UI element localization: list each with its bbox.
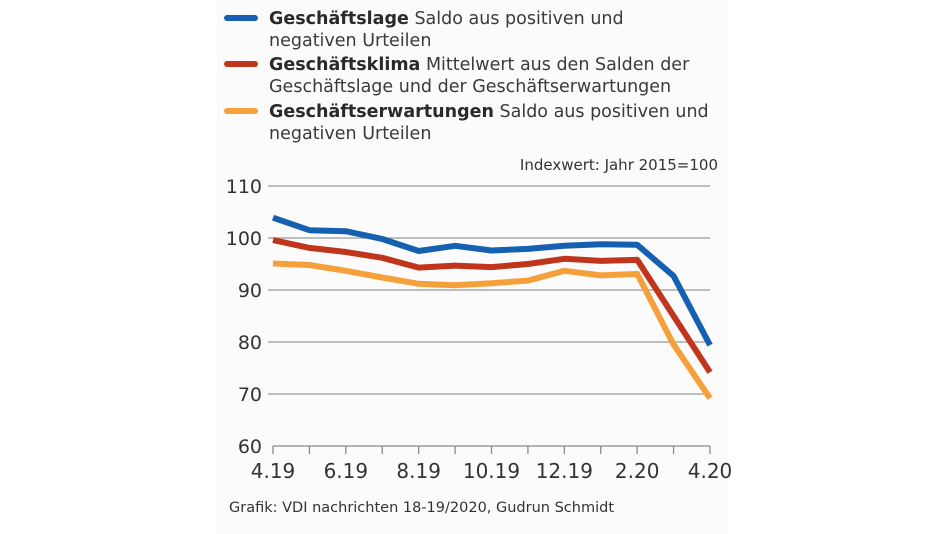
y-tick-label: 110 bbox=[226, 176, 262, 198]
legend-desc-2: Geschäftslage und der Geschäftserwartung… bbox=[269, 77, 672, 97]
x-tick-labels: 4.19 6.19 8.19 10.19 12.19 2.20 4.20 bbox=[251, 459, 733, 483]
x-axis bbox=[272, 445, 711, 454]
gridlines bbox=[268, 185, 710, 395]
series-line-geschaeftsklima bbox=[272, 237, 713, 374]
y-tick-labels: 60 70 80 90 100 110 bbox=[226, 176, 262, 458]
y-tick-label: 70 bbox=[238, 384, 262, 406]
legend-desc: Saldo aus positiven und bbox=[493, 102, 709, 122]
x-tick-label: 12.19 bbox=[536, 459, 593, 483]
x-tick-label: 2.20 bbox=[615, 459, 660, 483]
legend-desc-2: negativen Urteilen bbox=[269, 31, 432, 51]
x-tick-label: 10.19 bbox=[463, 459, 520, 483]
source-credit: Grafik: VDI nachrichten 18-19/2020, Gudr… bbox=[229, 500, 615, 516]
legend-desc-2: negativen Urteilen bbox=[269, 124, 432, 144]
x-tick-label: 8.19 bbox=[396, 459, 441, 483]
series-line-geschaeftslage bbox=[272, 214, 713, 347]
legend-title: Geschäftslage bbox=[269, 9, 409, 29]
x-tick-label: 6.19 bbox=[324, 459, 369, 483]
legend-desc: Mittelwert aus den Salden der bbox=[420, 55, 690, 75]
series-lines bbox=[272, 214, 713, 400]
legend-title: Geschäftserwartungen bbox=[269, 102, 494, 122]
index-note: Indexwert: Jahr 2015=100 bbox=[519, 156, 718, 174]
y-tick-label: 100 bbox=[226, 228, 262, 250]
legend-title: Geschäftsklima bbox=[269, 55, 421, 75]
y-tick-label: 60 bbox=[238, 436, 262, 458]
x-tick-label: 4.20 bbox=[688, 459, 733, 483]
y-tick-label: 80 bbox=[238, 332, 262, 354]
x-tick-label: 4.19 bbox=[251, 459, 296, 483]
series-line-geschaeftserwartungen bbox=[272, 260, 713, 400]
legend-swatch-blue bbox=[224, 15, 258, 21]
y-tick-label: 90 bbox=[238, 280, 262, 302]
legend-swatch-orange bbox=[224, 108, 258, 114]
legend-desc: Saldo aus positiven und bbox=[408, 9, 624, 29]
legend-swatch-red bbox=[224, 61, 258, 67]
